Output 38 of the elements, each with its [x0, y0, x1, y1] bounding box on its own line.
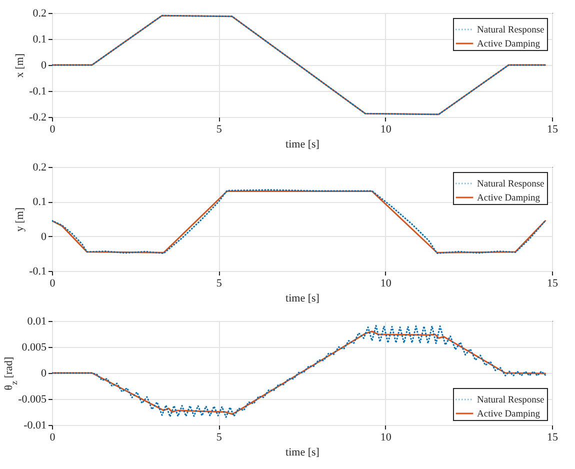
- x-tick-label: 10: [380, 124, 392, 136]
- legend-label: Active Damping: [477, 194, 540, 204]
- y-tick-label: 0.1: [32, 34, 46, 46]
- legend-label: Natural Response: [477, 26, 544, 36]
- line-series: [52, 14, 546, 116]
- y-tick-label: -0.01: [24, 420, 46, 432]
- x-tick-label: 15: [547, 278, 558, 290]
- x-axis-title: time [s]: [286, 292, 320, 304]
- legend-label: Active Damping: [477, 410, 540, 420]
- x-tick-label: 15: [547, 432, 558, 444]
- legend-label: Natural Response: [477, 396, 544, 406]
- y-axis-title: y [m]: [14, 207, 26, 232]
- x-tick-label: 0: [50, 278, 56, 290]
- x-tick-label: 0: [50, 124, 56, 136]
- y-tick-label: -0.1: [29, 86, 46, 98]
- x-tick-label: 5: [216, 432, 222, 444]
- y-tick-label: 0.2: [32, 162, 46, 174]
- x-tick-label: 10: [380, 432, 392, 444]
- y-tick-label: 0: [41, 230, 47, 243]
- y-tick-label: 0.1: [32, 196, 46, 208]
- y-tick-label: 0: [41, 60, 47, 72]
- x-axis-title: time [s]: [286, 138, 320, 150]
- y-tick-label: 0.01: [27, 316, 46, 328]
- y-tick-label: -0.2: [29, 112, 46, 124]
- y-axis-title: x [m]: [14, 53, 26, 78]
- y-tick-label: 0.2: [32, 8, 46, 20]
- x-tick-label: 5: [216, 278, 222, 290]
- legend-label: Natural Response: [477, 180, 544, 190]
- x-axis-title: time [s]: [286, 446, 320, 458]
- y-tick-label: -0.1: [29, 266, 46, 278]
- y-tick-label: -0.005: [18, 394, 47, 406]
- x-tick-label: 15: [547, 124, 558, 136]
- x-tick-label: 10: [380, 278, 392, 290]
- x-tick-label: 5: [216, 124, 222, 136]
- x-tick-label: 0: [50, 432, 56, 444]
- legend-label: Active Damping: [477, 40, 540, 50]
- y-tick-label: 0.005: [22, 342, 47, 354]
- y-tick-label: 0: [41, 368, 47, 380]
